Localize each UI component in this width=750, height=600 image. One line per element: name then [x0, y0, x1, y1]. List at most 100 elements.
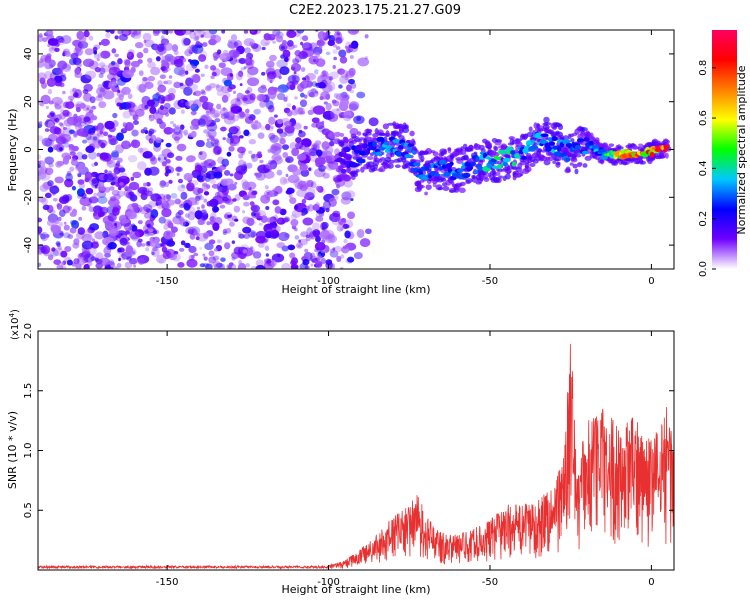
- spectrogram-noise-cell: [276, 242, 286, 249]
- spectrogram-noise-cell: [66, 64, 70, 68]
- spectrogram-noise-cell: [206, 138, 210, 142]
- spectrogram-signal-cell: [569, 162, 574, 166]
- spectrogram-noise-cell: [140, 243, 146, 247]
- spectrogram-noise-cell: [145, 208, 152, 213]
- spectrogram-noise-cell: [170, 128, 176, 133]
- spectrogram-noise-cell: [260, 38, 271, 47]
- spectrogram-noise-cell: [91, 178, 98, 184]
- spectrogram-noise-cell: [44, 70, 53, 80]
- spectrogram-noise-cell: [57, 60, 68, 70]
- spectrogram-noise-cell: [136, 161, 147, 171]
- spectrogram-noise-cell: [346, 123, 353, 130]
- spectrogram-noise-cell: [266, 217, 275, 223]
- spectrogram-noise-cell: [100, 38, 110, 47]
- spectrogram-noise-cell: [270, 126, 274, 130]
- spectrogram-noise-cell: [315, 185, 322, 191]
- spectrogram-noise-cell: [104, 169, 108, 174]
- spectrogram-noise-cell: [260, 215, 268, 223]
- spectrogram-noise-cell: [304, 75, 310, 82]
- spectrogram-noise-cell: [213, 248, 218, 252]
- spectrogram-noise-cell: [299, 99, 308, 108]
- spectrogram-noise-cell: [285, 173, 289, 178]
- spectrogram-noise-cell: [227, 132, 233, 138]
- spectrogram-noise-cell: [345, 74, 348, 78]
- spectrogram-noise-cell: [175, 124, 182, 130]
- spectrogram-noise-cell: [63, 224, 70, 231]
- spectrogram-noise-cell: [142, 32, 152, 42]
- spectrogram-noise-cell: [301, 138, 312, 148]
- spectrogram-signal-cell: [417, 184, 425, 189]
- spectrogram-noise-cell: [139, 206, 150, 215]
- spectrogram-noise-cell: [40, 233, 47, 240]
- spectrogram-noise-cell: [296, 30, 305, 34]
- spectrogram-noise-cell: [230, 103, 239, 113]
- spectrogram-noise-cell: [306, 80, 313, 89]
- spectrogram-noise-cell: [347, 256, 355, 263]
- spectrogram-noise-cell: [40, 244, 51, 255]
- spectrogram-noise-cell: [318, 45, 323, 50]
- spectrogram-noise-cell: [213, 112, 220, 118]
- spectrogram-noise-cell: [217, 49, 222, 55]
- spectrogram-signal-cell: [638, 143, 643, 147]
- spectrogram-noise-cell: [157, 84, 167, 93]
- spectrogram-noise-cell: [65, 123, 71, 129]
- spectrogram-noise-cell: [140, 87, 147, 92]
- spectrogram-noise-cell: [343, 110, 352, 119]
- spectrogram-noise-cell: [179, 82, 184, 87]
- spectrogram-signal-cell: [336, 157, 343, 162]
- spectrogram-noise-cell: [321, 221, 329, 229]
- spectrogram-noise-cell: [110, 181, 116, 186]
- spectrogram-noise-cell: [148, 200, 157, 208]
- spectrogram-noise-cell: [265, 100, 274, 110]
- spectrogram-signal-cell: [502, 157, 511, 163]
- spectrogram-noise-cell: [327, 40, 335, 47]
- spectrogram-y-tick-label: -20: [23, 189, 34, 205]
- spectrogram-noise-cell: [339, 75, 349, 84]
- spectrogram-noise-cell: [229, 73, 234, 77]
- spectrogram-noise-cell: [77, 173, 82, 178]
- spectrogram-noise-cell: [276, 59, 288, 68]
- spectrogram-noise-cell: [212, 222, 220, 231]
- spectrogram-noise-cell: [347, 211, 356, 220]
- spectrogram-noise-cell: [268, 116, 276, 125]
- spectrogram-noise-cell: [76, 128, 88, 137]
- spectrogram-noise-cell: [280, 54, 285, 59]
- spectrogram-noise-cell: [77, 50, 83, 56]
- spectrogram-noise-cell: [287, 174, 300, 184]
- spectrogram-noise-cell: [266, 191, 270, 196]
- spectrogram-signal-cell: [401, 127, 410, 134]
- spectrogram-noise-cell: [170, 226, 178, 233]
- spectrogram-noise-cell: [54, 220, 60, 225]
- spectrogram-noise-cell: [228, 84, 236, 90]
- spectrogram-noise-cell: [173, 50, 179, 56]
- spectrogram-noise-cell: [265, 162, 275, 170]
- spectrogram-noise-cell: [234, 181, 238, 185]
- spectrogram-cells: [38, 30, 672, 269]
- spectrogram-noise-cell: [219, 204, 226, 209]
- spectrogram-noise-cell: [99, 142, 106, 149]
- spectrogram-noise-cell: [148, 228, 154, 233]
- spectrogram-noise-cell: [248, 150, 253, 154]
- spectrogram-noise-cell: [298, 239, 302, 243]
- spectrogram-noise-cell: [142, 76, 148, 82]
- spectrogram-noise-cell: [93, 50, 98, 55]
- spectrogram-signal-cell: [355, 144, 362, 151]
- spectrogram-noise-cell: [271, 142, 283, 151]
- spectrogram-noise-cell: [173, 81, 182, 89]
- spectrogram-noise-cell: [151, 251, 155, 256]
- spectrogram-noise-cell: [260, 84, 267, 90]
- spectrogram-noise-cell: [210, 34, 217, 40]
- spectrogram-noise-cell: [339, 56, 348, 64]
- spectrogram-panel: -150 -100 -50 0 -40 -20 0 20 40 Height of strai…: [6, 29, 675, 296]
- spectrogram-noise-cell: [318, 40, 322, 45]
- spectrogram-noise-cell: [213, 171, 223, 179]
- spectrogram-noise-cell: [281, 245, 289, 252]
- spectrogram-noise-cell: [208, 250, 215, 257]
- spectrogram-noise-cell: [186, 182, 195, 192]
- spectrogram-signal-cell: [551, 136, 558, 142]
- spectrogram-noise-cell: [295, 137, 302, 144]
- spectrogram-noise-cell: [143, 47, 149, 54]
- spectrogram-noise-cell: [267, 190, 278, 198]
- spectrogram-noise-cell: [201, 182, 208, 187]
- spectrogram-noise-cell: [245, 108, 250, 114]
